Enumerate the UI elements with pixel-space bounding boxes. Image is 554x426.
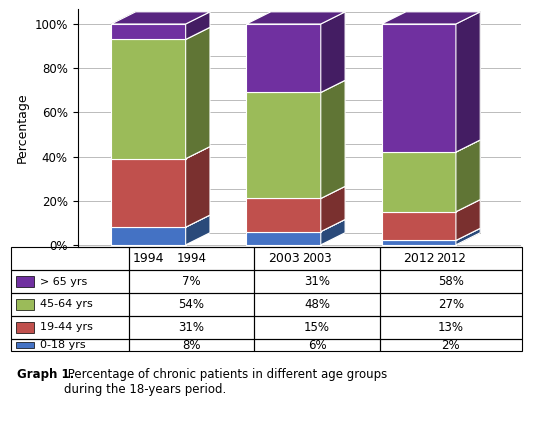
Text: 31%: 31% [178,321,204,334]
Polygon shape [382,152,456,212]
Polygon shape [111,12,210,24]
Polygon shape [382,240,456,245]
Bar [380,270,522,293]
Polygon shape [186,147,210,227]
Text: Graph 1.: Graph 1. [17,368,74,382]
Polygon shape [382,24,456,152]
Bar [380,293,522,316]
Polygon shape [382,200,480,212]
Polygon shape [247,81,345,92]
Bar [17,276,34,287]
Polygon shape [111,24,186,40]
Bar [254,270,380,293]
Polygon shape [321,219,345,245]
Text: 19-44 yrs: 19-44 yrs [40,322,93,332]
Text: 45-64 yrs: 45-64 yrs [40,299,93,309]
Polygon shape [321,186,345,232]
Polygon shape [111,147,210,159]
Bar [129,247,254,270]
Text: 27%: 27% [438,298,464,311]
Text: 54%: 54% [178,298,204,311]
Bar [380,247,522,270]
Bar [129,270,254,293]
Polygon shape [247,12,345,24]
Polygon shape [382,212,456,240]
Polygon shape [111,215,210,227]
Polygon shape [111,227,186,245]
Bar [11,293,129,316]
Bar [11,339,129,351]
Text: 2003: 2003 [302,252,332,265]
Bar [11,247,129,270]
Polygon shape [456,228,480,245]
Polygon shape [247,186,345,199]
Text: 48%: 48% [304,298,330,311]
Polygon shape [456,12,480,152]
Polygon shape [247,232,321,245]
Text: 15%: 15% [304,321,330,334]
Bar [254,293,380,316]
Bar [129,293,254,316]
Polygon shape [186,12,210,40]
Bar [254,316,380,339]
Bar [380,339,522,351]
Polygon shape [247,92,321,199]
Text: 2%: 2% [442,339,460,352]
Bar [11,316,129,339]
Bar [254,339,380,351]
Bar [129,316,254,339]
Y-axis label: Percentage: Percentage [16,92,29,163]
Polygon shape [111,159,186,227]
Bar [17,322,34,333]
Text: 0-18 yrs: 0-18 yrs [40,340,85,350]
Text: > 65 yrs: > 65 yrs [40,276,87,287]
Bar [17,343,34,348]
Polygon shape [382,228,480,240]
Text: 8%: 8% [182,339,201,352]
Polygon shape [247,219,345,232]
Text: 7%: 7% [182,275,201,288]
Bar [380,316,522,339]
Bar [11,270,129,293]
Bar [17,299,34,310]
Polygon shape [186,27,210,159]
Polygon shape [321,12,345,92]
Text: 13%: 13% [438,321,464,334]
Text: 31%: 31% [304,275,330,288]
Bar [254,247,380,270]
Polygon shape [186,215,210,245]
Polygon shape [111,27,210,40]
Polygon shape [321,81,345,199]
Bar [129,339,254,351]
Text: 6%: 6% [308,339,326,352]
Polygon shape [247,199,321,232]
Text: 2012: 2012 [436,252,466,265]
Text: Percentage of chronic patients in different age groups
during the 18-years perio: Percentage of chronic patients in differ… [64,368,387,397]
Polygon shape [111,40,186,159]
Polygon shape [247,24,321,92]
Polygon shape [382,140,480,152]
Text: 1994: 1994 [177,252,207,265]
Text: 58%: 58% [438,275,464,288]
Polygon shape [456,140,480,212]
Polygon shape [456,200,480,240]
Polygon shape [382,12,480,24]
